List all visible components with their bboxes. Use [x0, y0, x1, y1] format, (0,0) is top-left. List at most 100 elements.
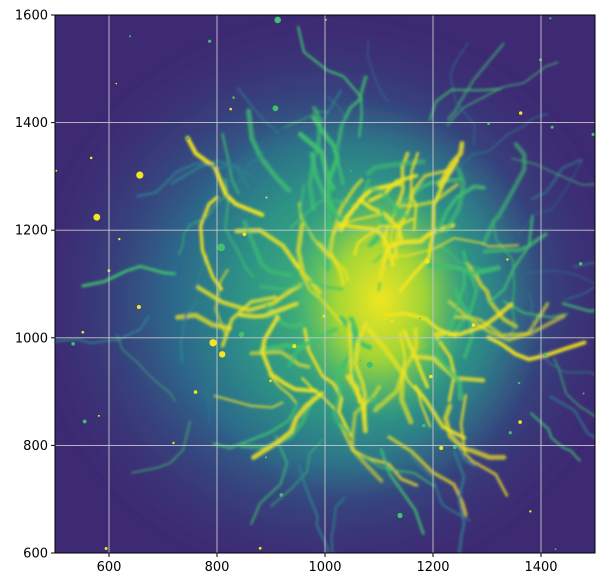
- star: [439, 446, 444, 450]
- star: [506, 258, 509, 261]
- nebula-image: [55, 15, 595, 553]
- filament: [337, 316, 359, 373]
- filament: [249, 350, 311, 369]
- filament: [435, 184, 486, 235]
- y-tick-label: 1400: [15, 116, 48, 131]
- star: [264, 456, 268, 459]
- star: [219, 351, 226, 358]
- star: [529, 510, 532, 513]
- star: [578, 262, 583, 266]
- filament: [237, 151, 266, 186]
- star: [185, 137, 189, 141]
- filament: [205, 372, 220, 425]
- star: [89, 156, 93, 160]
- filament: [527, 291, 535, 340]
- filament: [303, 327, 353, 438]
- star: [591, 132, 595, 136]
- star: [136, 171, 144, 179]
- star: [459, 329, 462, 332]
- star: [419, 317, 421, 320]
- filament: [464, 261, 519, 329]
- filament: [194, 237, 229, 290]
- star: [208, 39, 212, 43]
- filament: [573, 261, 595, 268]
- filament: [482, 142, 527, 245]
- star: [543, 352, 547, 357]
- star: [222, 322, 225, 325]
- star: [217, 295, 220, 298]
- filament: [220, 295, 278, 348]
- filament: [453, 314, 566, 337]
- star: [232, 96, 235, 99]
- filament: [259, 279, 344, 292]
- filament: [387, 435, 468, 517]
- filament: [55, 315, 150, 345]
- star: [292, 344, 297, 349]
- star: [508, 431, 512, 435]
- filament: [332, 365, 351, 435]
- filament: [459, 393, 509, 497]
- filament: [309, 151, 332, 271]
- filament: [452, 113, 549, 174]
- filament: [424, 271, 466, 354]
- filament: [446, 61, 559, 127]
- star: [217, 243, 226, 252]
- filament: [390, 237, 519, 257]
- filament: [446, 42, 505, 121]
- filament: [362, 455, 437, 489]
- y-tick-label: 800: [23, 439, 48, 454]
- filament: [251, 391, 324, 460]
- star: [97, 414, 100, 417]
- x-tick-label: 800: [205, 560, 230, 575]
- filament: [549, 395, 595, 439]
- star: [258, 546, 262, 550]
- filament: [452, 450, 466, 553]
- star: [81, 330, 85, 334]
- star: [229, 107, 232, 111]
- filament: [488, 214, 534, 304]
- star: [535, 316, 539, 319]
- filament: [368, 185, 410, 221]
- filament: [221, 132, 240, 195]
- star: [518, 420, 522, 424]
- filament: [398, 331, 432, 428]
- filament: [409, 454, 471, 522]
- filament: [292, 259, 343, 324]
- filament: [297, 464, 330, 553]
- filament: [389, 214, 408, 261]
- star: [238, 331, 245, 338]
- filament: [332, 212, 383, 235]
- filament: [350, 385, 384, 483]
- star: [333, 150, 336, 153]
- star: [384, 318, 387, 320]
- x-tick-label: 1400: [524, 560, 557, 575]
- star: [390, 319, 394, 323]
- star: [274, 16, 282, 24]
- star: [422, 423, 426, 428]
- filament: [224, 177, 255, 278]
- filament: [482, 232, 548, 254]
- star: [359, 359, 362, 362]
- filament: [260, 315, 319, 394]
- filament: [337, 222, 396, 267]
- filament: [511, 157, 595, 186]
- filament: [537, 350, 595, 376]
- star: [93, 213, 101, 221]
- filament: [239, 395, 316, 450]
- filament: [443, 403, 507, 460]
- star: [136, 305, 141, 309]
- y-tick-label: 1600: [15, 9, 48, 24]
- filament: [411, 354, 486, 383]
- filament: [384, 311, 458, 338]
- star: [193, 390, 198, 394]
- star: [429, 374, 433, 379]
- y-tick-label: 1000: [15, 331, 48, 346]
- filament: [242, 219, 293, 278]
- filament: [212, 403, 299, 450]
- star: [82, 419, 87, 424]
- filament: [502, 300, 569, 319]
- filament: [136, 162, 256, 198]
- filament: [287, 327, 338, 367]
- star: [349, 169, 352, 172]
